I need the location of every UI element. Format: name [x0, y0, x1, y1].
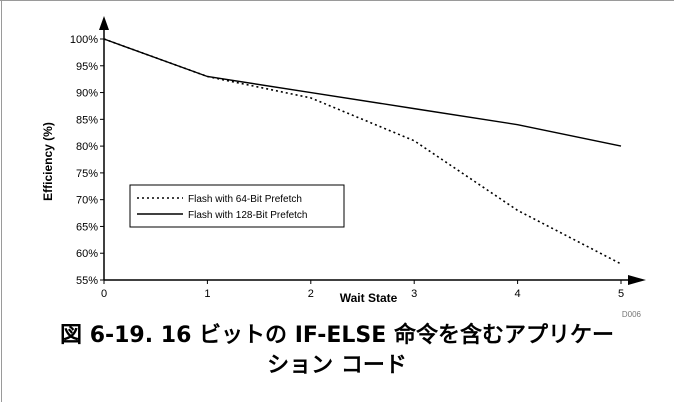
- series-line-64bit: [103, 38, 622, 265]
- y-tick-label: 85%: [76, 114, 98, 126]
- x-tick-label: 2: [308, 288, 314, 300]
- caption-line-2: ション コード: [267, 353, 407, 378]
- figure-code: D006: [622, 310, 642, 319]
- y-tick-label: 55%: [76, 275, 98, 287]
- legend: Flash with 64-Bit Prefetch Flash with 12…: [129, 184, 345, 228]
- figure-caption: 図 6-19. 16 ビットの IF-ELSE 命令を含むアプリケー ション コ…: [0, 321, 674, 381]
- y-tick-label: 70%: [76, 195, 98, 207]
- y-tick-label: 65%: [76, 221, 98, 233]
- y-tick-label: 60%: [76, 248, 98, 260]
- y-tick-label: 100%: [70, 34, 98, 46]
- x-tick-label: 0: [101, 288, 107, 300]
- y-tick-label: 95%: [76, 61, 98, 73]
- x-axis-arrow: [628, 275, 646, 285]
- y-tick-label: 75%: [76, 168, 98, 180]
- legend-box: [129, 184, 345, 228]
- series-lines: [103, 38, 622, 265]
- y-axis-title: Efficiency (%): [41, 122, 55, 201]
- x-axis-title: Wait State: [340, 291, 398, 305]
- caption-line-1: 図 6-19. 16 ビットの IF-ELSE 命令を含むアプリケー: [60, 323, 614, 348]
- frame-left-border: [1, 0, 2, 402]
- x-tick-labels: 0 1 2 3 4 5: [101, 280, 624, 300]
- y-tick-labels: 55% 60% 65% 70% 75% 80% 85% 90% 95% 100%: [70, 34, 104, 287]
- legend-label-128bit: Flash with 128-Bit Prefetch: [188, 210, 308, 221]
- y-tick-label: 80%: [76, 141, 98, 153]
- legend-label-64bit: Flash with 64-Bit Prefetch: [188, 194, 302, 205]
- efficiency-line-chart: 55% 60% 65% 70% 75% 80% 85% 90% 95% 100% 0 1 2 3 4 5 E…: [41, 16, 646, 319]
- y-axis-arrow: [99, 16, 109, 30]
- x-tick-label: 3: [411, 288, 417, 300]
- frame-top-border: [0, 0, 674, 1]
- x-tick-label: 4: [515, 288, 521, 300]
- chart-axes: [99, 16, 646, 285]
- x-tick-label: 5: [618, 288, 624, 300]
- y-tick-label: 90%: [76, 88, 98, 100]
- series-line-128bit: [103, 38, 622, 147]
- x-tick-label: 1: [204, 288, 210, 300]
